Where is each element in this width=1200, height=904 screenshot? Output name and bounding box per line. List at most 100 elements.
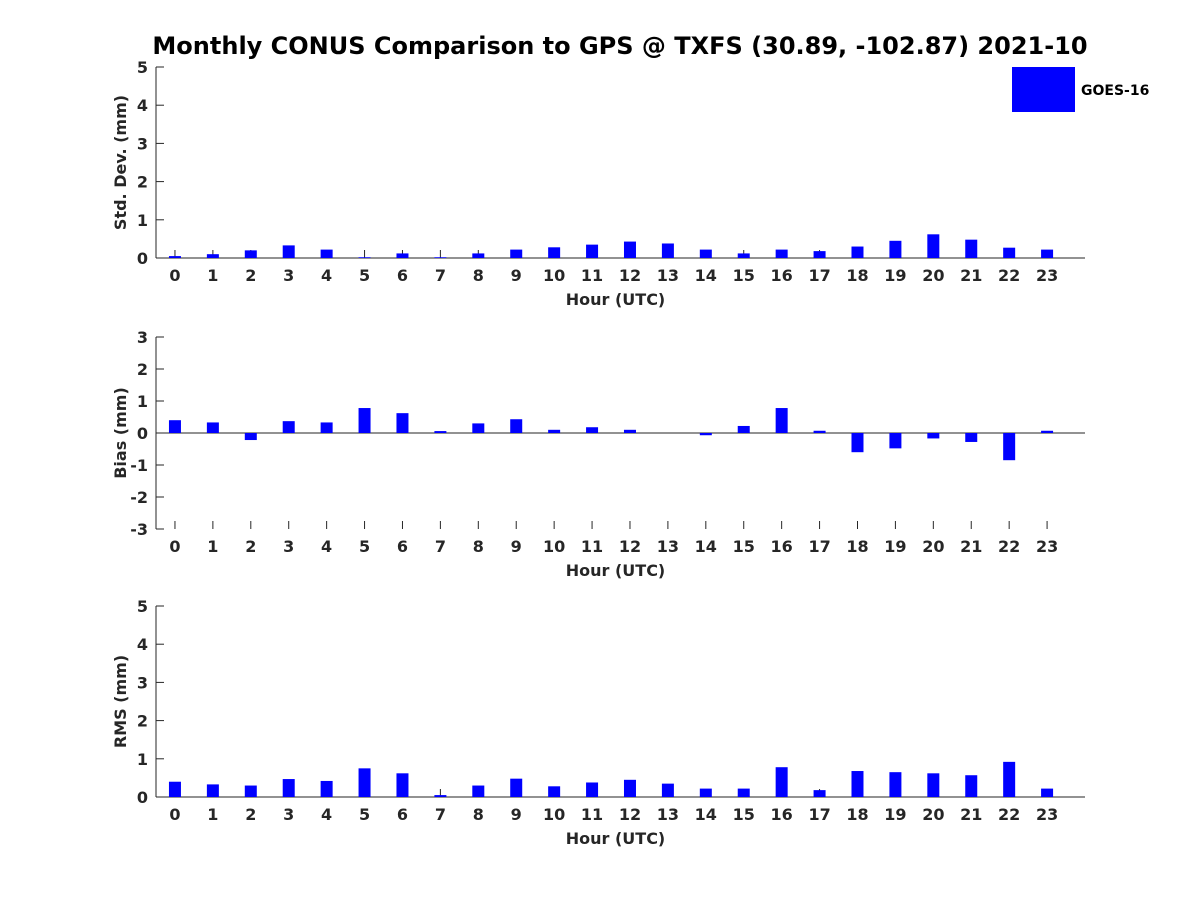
x-tick-label: 16 bbox=[771, 805, 793, 824]
x-tick-label: 22 bbox=[998, 805, 1020, 824]
bar bbox=[244, 785, 257, 797]
bar bbox=[1003, 433, 1016, 461]
x-tick-label: 0 bbox=[169, 266, 180, 285]
bar bbox=[623, 779, 636, 797]
x-tick-label: 10 bbox=[543, 266, 565, 285]
x-tick-label: 2 bbox=[245, 537, 256, 556]
x-tick-label: 21 bbox=[960, 805, 982, 824]
x-tick-label: 12 bbox=[619, 266, 641, 285]
bar bbox=[586, 244, 599, 258]
bar bbox=[623, 429, 636, 433]
x-tick-label: 6 bbox=[397, 805, 408, 824]
bar bbox=[510, 778, 523, 797]
y-tick-label: 3 bbox=[137, 134, 148, 153]
y-tick-label: -1 bbox=[130, 456, 148, 475]
bar bbox=[396, 253, 409, 258]
x-tick-label: 17 bbox=[808, 537, 830, 556]
x-tick-label: 6 bbox=[397, 537, 408, 556]
x-tick-label: 17 bbox=[808, 266, 830, 285]
x-tick-label: 9 bbox=[511, 266, 522, 285]
bar bbox=[168, 420, 181, 433]
bar bbox=[775, 249, 788, 258]
y-tick-label: 1 bbox=[137, 750, 148, 769]
bar bbox=[586, 427, 599, 433]
x-tick-label: 15 bbox=[733, 537, 755, 556]
bar bbox=[244, 250, 257, 258]
x-tick-label: 14 bbox=[695, 266, 717, 285]
bar bbox=[1003, 761, 1016, 797]
bar bbox=[358, 257, 371, 258]
x-tick-label: 5 bbox=[359, 266, 370, 285]
bar bbox=[396, 773, 409, 797]
bar bbox=[434, 257, 447, 258]
x-tick-label: 14 bbox=[695, 537, 717, 556]
bar bbox=[851, 246, 864, 258]
x-tick-label: 22 bbox=[998, 266, 1020, 285]
bar bbox=[434, 795, 447, 797]
y-tick-label: 1 bbox=[137, 392, 148, 411]
bar bbox=[320, 780, 333, 797]
x-tick-label: 8 bbox=[473, 805, 484, 824]
x-tick-label: 14 bbox=[695, 805, 717, 824]
x-tick-label: 19 bbox=[884, 537, 906, 556]
y-tick-label: 5 bbox=[137, 58, 148, 77]
bar bbox=[1041, 249, 1054, 258]
x-tick-label: 5 bbox=[359, 805, 370, 824]
bar bbox=[282, 421, 295, 433]
x-tick-label: 3 bbox=[283, 266, 294, 285]
bar bbox=[927, 234, 940, 258]
x-tick-label: 4 bbox=[321, 266, 332, 285]
bar bbox=[889, 240, 902, 258]
x-tick-label: 15 bbox=[733, 266, 755, 285]
x-tick-label: 23 bbox=[1036, 266, 1058, 285]
y-tick-label: 3 bbox=[137, 673, 148, 692]
x-tick-label: 21 bbox=[960, 537, 982, 556]
x-tick-label: 2 bbox=[245, 266, 256, 285]
bar bbox=[927, 433, 940, 439]
x-tick-label: 13 bbox=[657, 805, 679, 824]
x-tick-label: 9 bbox=[511, 805, 522, 824]
x-tick-label: 20 bbox=[922, 266, 944, 285]
y-tick-label: -2 bbox=[130, 488, 148, 507]
y-tick-label: 0 bbox=[137, 788, 148, 807]
x-tick-label: 7 bbox=[435, 537, 446, 556]
x-axis-label: Hour (UTC) bbox=[566, 561, 666, 580]
bar bbox=[889, 433, 902, 449]
bar bbox=[661, 243, 674, 258]
bar bbox=[168, 256, 181, 258]
y-tick-label: 3 bbox=[137, 328, 148, 347]
x-axis-label: Hour (UTC) bbox=[566, 829, 666, 848]
y-tick-label: 4 bbox=[137, 96, 148, 115]
bar bbox=[548, 429, 561, 433]
bar bbox=[965, 239, 978, 258]
y-tick-label: 0 bbox=[137, 249, 148, 268]
x-tick-label: 10 bbox=[543, 805, 565, 824]
x-tick-label: 7 bbox=[435, 266, 446, 285]
x-tick-label: 16 bbox=[771, 537, 793, 556]
bar bbox=[510, 419, 523, 433]
x-tick-label: 23 bbox=[1036, 805, 1058, 824]
x-tick-label: 22 bbox=[998, 537, 1020, 556]
x-tick-label: 17 bbox=[808, 805, 830, 824]
x-tick-label: 0 bbox=[169, 805, 180, 824]
x-tick-label: 19 bbox=[884, 805, 906, 824]
x-tick-label: 19 bbox=[884, 266, 906, 285]
bar bbox=[320, 422, 333, 433]
bar bbox=[965, 433, 978, 442]
x-tick-label: 1 bbox=[207, 266, 218, 285]
bar bbox=[1041, 788, 1054, 797]
bar bbox=[737, 788, 750, 797]
x-tick-label: 11 bbox=[581, 537, 603, 556]
bar bbox=[889, 772, 902, 797]
x-tick-label: 0 bbox=[169, 537, 180, 556]
bar bbox=[206, 254, 219, 258]
bar bbox=[244, 433, 257, 441]
bar bbox=[699, 249, 712, 258]
bar bbox=[851, 771, 864, 797]
bar bbox=[813, 430, 826, 433]
bar bbox=[320, 249, 333, 258]
